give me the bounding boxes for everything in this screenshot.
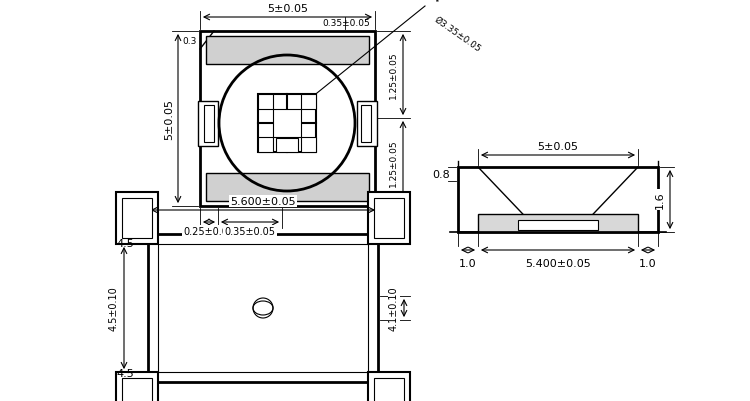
Text: 4.5: 4.5 (116, 239, 134, 248)
Text: 5±0.05: 5±0.05 (538, 142, 578, 152)
Bar (258, 138, 273, 153)
Bar (357, 102, 377, 147)
Bar (158, 244, 368, 372)
Text: 5.400±0.05: 5.400±0.05 (525, 258, 591, 268)
Text: Ø3.35±0.05: Ø3.35±0.05 (433, 15, 483, 54)
Bar (198, 102, 218, 147)
Bar (374, 198, 404, 239)
Bar (116, 372, 158, 401)
Bar (301, 138, 316, 153)
Bar (478, 215, 638, 233)
Text: 0.25±0.05: 0.25±0.05 (184, 227, 235, 237)
Text: 1.0: 1.0 (459, 258, 477, 268)
Text: Ø4: Ø4 (427, 0, 442, 5)
Text: 0.8: 0.8 (432, 170, 450, 180)
Bar (458, 168, 658, 233)
Text: 5±0.05: 5±0.05 (267, 4, 308, 14)
Bar (368, 372, 410, 401)
Bar (258, 95, 316, 153)
Bar (148, 235, 378, 382)
Bar (368, 192, 410, 244)
Text: 4.5±0.10: 4.5±0.10 (109, 286, 119, 330)
Bar (276, 139, 298, 153)
Text: 0.3: 0.3 (183, 37, 197, 46)
Bar (361, 106, 371, 143)
Text: 0.35±0.05: 0.35±0.05 (322, 20, 370, 28)
Bar (258, 95, 273, 110)
Bar (301, 95, 316, 110)
Text: 4.5: 4.5 (116, 368, 134, 378)
Text: 1.25±0.05: 1.25±0.05 (388, 52, 398, 99)
Text: 1.25±0.05: 1.25±0.05 (388, 139, 398, 186)
Bar (200, 32, 375, 207)
Text: 0.35±0.05: 0.35±0.05 (224, 227, 275, 237)
Text: 4.1±0.10: 4.1±0.10 (389, 286, 399, 330)
Bar (374, 378, 404, 401)
Text: 1.0: 1.0 (639, 258, 657, 268)
Bar (204, 106, 214, 143)
Bar (116, 192, 158, 244)
Text: 5.600±0.05: 5.600±0.05 (230, 196, 296, 207)
Bar (206, 174, 369, 201)
Bar (122, 378, 152, 401)
Text: 5±0.05: 5±0.05 (164, 99, 174, 140)
Text: 1.6: 1.6 (655, 191, 665, 209)
Bar (273, 110, 301, 138)
Bar (518, 221, 598, 231)
Bar (122, 198, 152, 239)
Bar (206, 37, 369, 65)
